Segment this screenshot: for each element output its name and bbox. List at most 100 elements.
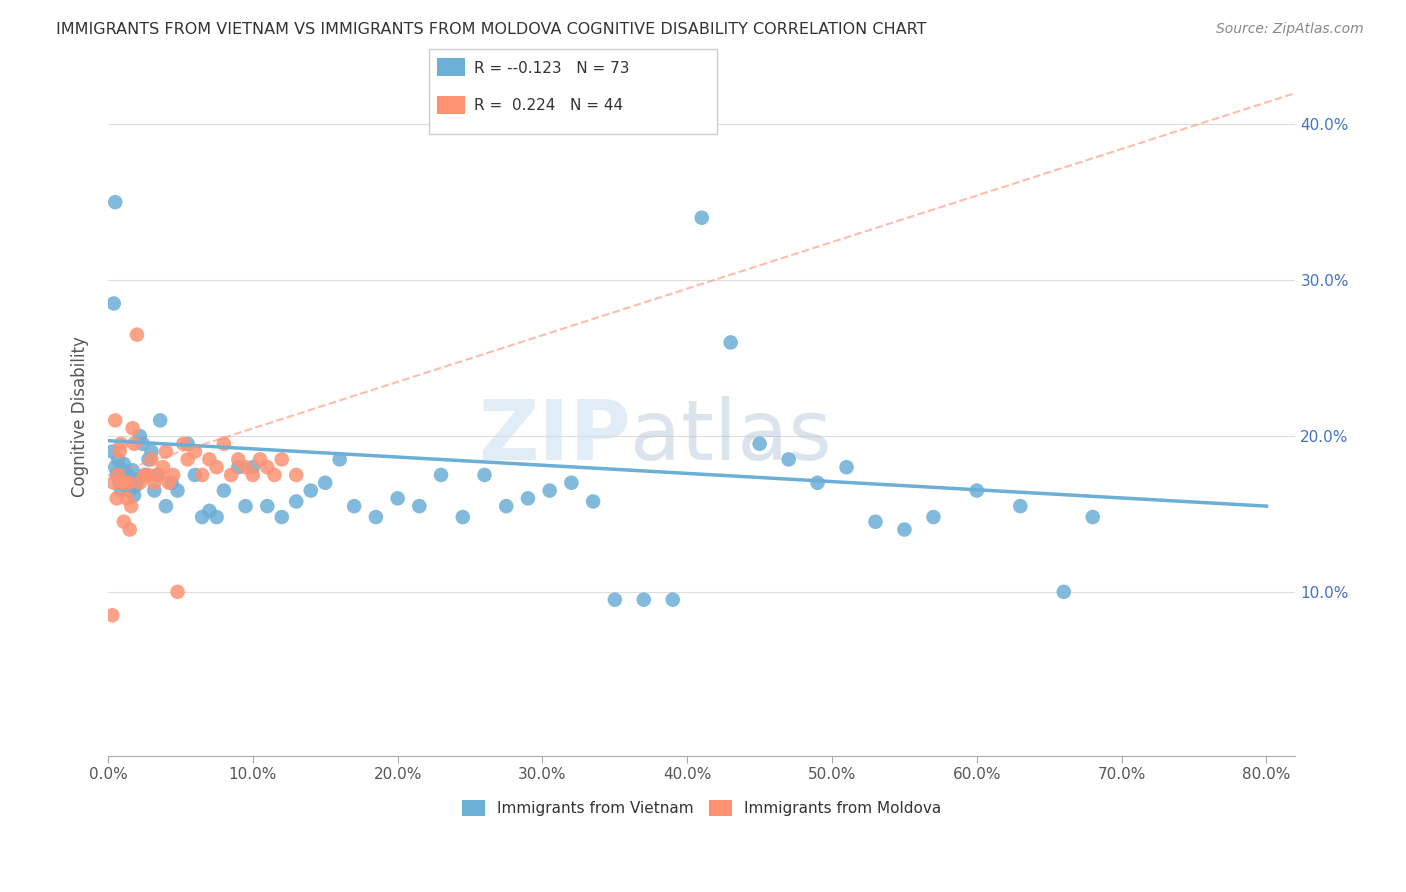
Point [121, 421, 143, 435]
Point [191, 510, 214, 524]
Point [172, 437, 194, 451]
Point [299, 483, 322, 498]
Point [103, 475, 125, 490]
Point [228, 452, 250, 467]
Point [249, 452, 271, 467]
Point [690, 211, 713, 225]
Point [117, 467, 139, 482]
Point [138, 452, 160, 467]
Point [212, 437, 235, 451]
Point [122, 437, 145, 451]
Point [141, 444, 163, 458]
Point [270, 452, 292, 467]
Point [538, 483, 561, 498]
Point [430, 467, 453, 482]
Y-axis label: Cognitive Disability: Cognitive Disability [72, 336, 89, 497]
Point [219, 467, 242, 482]
Point [343, 499, 366, 513]
Point [125, 327, 148, 342]
Point [162, 467, 184, 482]
Point [157, 475, 180, 490]
Point [603, 592, 626, 607]
Point [105, 491, 128, 506]
Point [212, 483, 235, 498]
Point [285, 467, 308, 482]
Point [155, 499, 177, 513]
Point [121, 463, 143, 477]
Point [114, 475, 136, 490]
Point [103, 296, 125, 310]
Point [495, 499, 517, 513]
Point [105, 467, 128, 482]
Point [720, 335, 742, 350]
Point [108, 475, 131, 490]
Point [132, 437, 155, 451]
Point [120, 475, 142, 490]
Point [107, 467, 129, 482]
Point [160, 475, 183, 490]
Point [166, 483, 188, 498]
Point [143, 483, 166, 498]
Point [474, 467, 496, 482]
Point [120, 499, 142, 513]
Point [101, 608, 124, 623]
Point [256, 460, 278, 475]
Point [143, 475, 166, 490]
Point [270, 510, 292, 524]
Text: atlas: atlas [630, 396, 832, 477]
Point [582, 494, 605, 508]
Point [110, 437, 132, 451]
Point [285, 494, 308, 508]
Point [560, 475, 582, 490]
Point [314, 475, 336, 490]
Text: R =  0.224   N = 44: R = 0.224 N = 44 [474, 98, 623, 113]
Point [835, 460, 858, 475]
Text: IMMIGRANTS FROM VIETNAM VS IMMIGRANTS FROM MOLDOVA COGNITIVE DISABILITY CORRELAT: IMMIGRANTS FROM VIETNAM VS IMMIGRANTS FR… [56, 22, 927, 37]
Text: ZIP: ZIP [478, 396, 630, 477]
Point [118, 523, 141, 537]
Point [110, 483, 132, 498]
Point [633, 592, 655, 607]
Point [661, 592, 683, 607]
Point [184, 444, 207, 458]
Point [115, 479, 138, 493]
Point [114, 473, 136, 487]
Point [364, 510, 387, 524]
Point [155, 444, 177, 458]
Point [184, 467, 207, 482]
Point [198, 452, 221, 467]
Point [166, 585, 188, 599]
Point [146, 467, 169, 482]
Point [516, 491, 538, 506]
Point [865, 515, 887, 529]
Point [176, 437, 198, 451]
Point [128, 429, 150, 443]
Point [778, 452, 800, 467]
Point [408, 499, 430, 513]
Point [111, 463, 134, 477]
Point [1053, 585, 1076, 599]
Point [235, 460, 257, 475]
Point [922, 510, 945, 524]
Point [125, 473, 148, 487]
Point [138, 467, 160, 482]
Point [128, 475, 150, 490]
Point [329, 452, 352, 467]
Point [242, 467, 264, 482]
Point [228, 460, 250, 475]
Point [118, 483, 141, 498]
Point [966, 483, 988, 498]
Point [205, 460, 228, 475]
Point [122, 488, 145, 502]
Point [263, 467, 285, 482]
Point [387, 491, 409, 506]
Legend: Immigrants from Vietnam, Immigrants from Moldova: Immigrants from Vietnam, Immigrants from… [456, 794, 948, 822]
Point [748, 437, 770, 451]
Point [135, 467, 157, 482]
Point [117, 475, 139, 490]
Point [141, 452, 163, 467]
Point [235, 499, 257, 513]
Point [191, 467, 214, 482]
Point [149, 413, 172, 427]
Text: R = --0.123   N = 73: R = --0.123 N = 73 [474, 61, 630, 76]
